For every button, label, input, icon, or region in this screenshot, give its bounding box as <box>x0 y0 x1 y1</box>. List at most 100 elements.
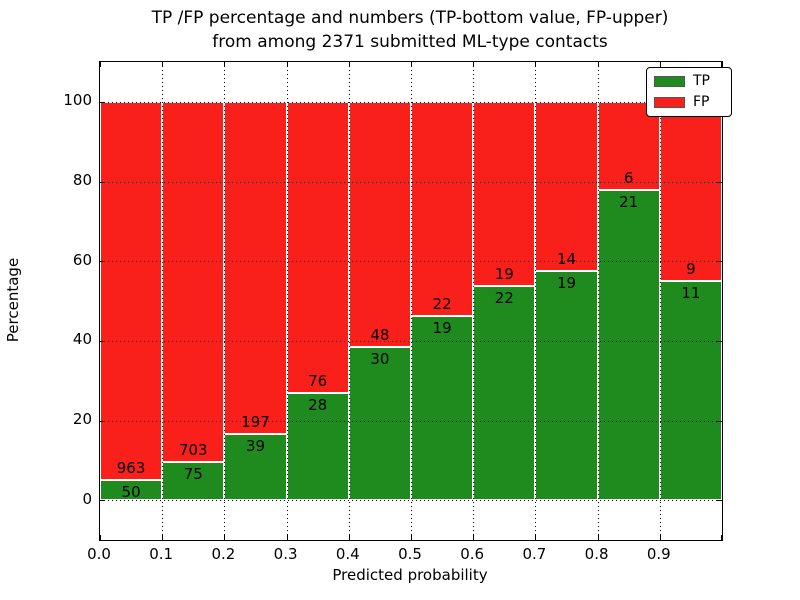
y-tick-mark <box>717 340 722 342</box>
gridline-vertical <box>535 62 537 540</box>
y-tick-mark <box>717 181 722 183</box>
x-tick-mark <box>348 62 350 67</box>
x-tick-mark <box>721 535 722 540</box>
legend-swatch-fp-icon <box>654 96 685 108</box>
bar-label-tp: 11 <box>681 284 701 303</box>
x-tick-label: 0.4 <box>335 545 360 563</box>
bar-label-fp: 197 <box>241 413 270 432</box>
x-tick-mark <box>659 535 661 540</box>
x-tick-label: 0.6 <box>460 545 485 563</box>
gridline-vertical <box>411 62 412 540</box>
x-tick-mark <box>224 62 226 67</box>
y-tick-label: 100 <box>63 91 92 110</box>
gridline-horizontal <box>100 340 722 342</box>
bar-label-tp: 75 <box>183 464 203 483</box>
gridline-vertical <box>597 62 599 540</box>
x-tick-label: 0.1 <box>149 545 174 563</box>
bar-segment-fp <box>162 101 225 462</box>
bar-segment-tp <box>100 480 163 501</box>
chart-title-line2: from among 2371 submitted ML-type contac… <box>212 32 608 52</box>
bar-segment-tp <box>162 461 225 501</box>
y-tick-mark <box>717 261 722 263</box>
legend-swatch-tp-icon <box>654 75 685 87</box>
y-tick-label: 20 <box>72 410 92 428</box>
plot-area: TP FP 963 50 703 75 197 39 76 28 48 30 22 19 19 22 14 1… <box>99 61 732 541</box>
bar-label-tp: 30 <box>370 349 390 368</box>
legend-label-tp: TP <box>693 73 710 89</box>
bar-segment-tp <box>659 281 722 501</box>
gridline-vertical <box>162 62 164 540</box>
bar-segment-tp <box>224 434 287 501</box>
x-tick-mark <box>100 535 101 540</box>
bar-segment-tp <box>535 270 598 501</box>
gridline-vertical <box>348 62 350 540</box>
gridline-horizontal <box>100 500 722 502</box>
x-tick-mark <box>286 62 288 67</box>
bar-label-fp: 48 <box>370 325 390 344</box>
gridline-horizontal <box>100 181 722 183</box>
bar-segment-fp <box>348 101 411 347</box>
x-tick-mark <box>597 62 599 67</box>
x-tick-mark <box>411 62 412 67</box>
x-tick-mark <box>286 535 288 540</box>
bar-segment-fp <box>224 101 287 435</box>
x-tick-label: 0.2 <box>211 545 236 563</box>
y-tick-mark <box>717 500 722 502</box>
x-tick-label: 0.3 <box>273 545 298 563</box>
legend-label-fp: FP <box>693 94 710 110</box>
x-tick-mark <box>100 62 101 67</box>
bar-label-tp: 22 <box>494 289 514 308</box>
y-tick-mark <box>100 181 105 183</box>
x-tick-mark <box>224 535 226 540</box>
gridline-horizontal <box>100 101 722 103</box>
y-tick-mark <box>100 340 105 342</box>
y-tick-label: 80 <box>72 171 92 189</box>
y-tick-label: 60 <box>72 250 92 269</box>
x-tick-label: 0.9 <box>646 545 671 563</box>
x-tick-mark <box>597 535 599 540</box>
bar-segment-tp <box>286 392 349 501</box>
bar-label-fp: 19 <box>494 265 514 284</box>
y-tick-mark <box>100 101 105 103</box>
y-tick-mark <box>100 500 105 502</box>
x-tick-mark <box>162 62 164 67</box>
gridline-vertical <box>286 62 288 540</box>
y-tick-label: 40 <box>72 330 92 349</box>
x-tick-label: 0.0 <box>87 545 111 563</box>
bar-segment-fp <box>286 101 349 393</box>
x-tick-mark <box>348 535 350 540</box>
bar-label-fp: 703 <box>178 440 208 459</box>
bar-segment-fp <box>659 101 722 282</box>
bar-label-fp: 76 <box>308 371 328 390</box>
bar-segment-tp <box>411 315 474 501</box>
x-tick-label: 0.5 <box>398 545 422 563</box>
chart-title: TP /FP percentage and numbers (TP-bottom… <box>99 6 721 54</box>
bar-label-tp: 50 <box>121 483 141 502</box>
x-axis-label: Predicted probability <box>332 566 488 584</box>
bar-label-tp: 28 <box>308 395 328 414</box>
y-tick-mark <box>100 261 105 263</box>
gridline-horizontal <box>100 420 722 422</box>
bar-label-fp: 6 <box>623 169 634 188</box>
bar-segment-tp <box>473 286 536 501</box>
x-tick-mark <box>721 62 722 67</box>
legend: TP FP <box>646 67 732 117</box>
x-tick-mark <box>473 535 475 540</box>
x-tick-mark <box>411 535 412 540</box>
bar-segment-tp <box>597 190 660 501</box>
y-tick-mark <box>100 420 105 422</box>
gridline-horizontal <box>100 261 722 263</box>
bar-segment-fp <box>411 101 474 316</box>
bar-segment-fp <box>473 101 536 287</box>
chart-title-line1: TP /FP percentage and numbers (TP-bottom… <box>151 8 669 28</box>
y-tick-mark <box>717 420 722 422</box>
bar-label-tp: 39 <box>245 437 266 456</box>
bar-label-fp: 22 <box>432 294 452 313</box>
legend-item-fp: FP <box>654 95 724 109</box>
gridline-vertical <box>224 62 226 540</box>
legend-item-tp: TP <box>654 74 724 88</box>
x-tick-mark <box>535 535 537 540</box>
bar-label-tp: 19 <box>432 318 452 337</box>
bar-label-fp: 963 <box>116 459 146 478</box>
